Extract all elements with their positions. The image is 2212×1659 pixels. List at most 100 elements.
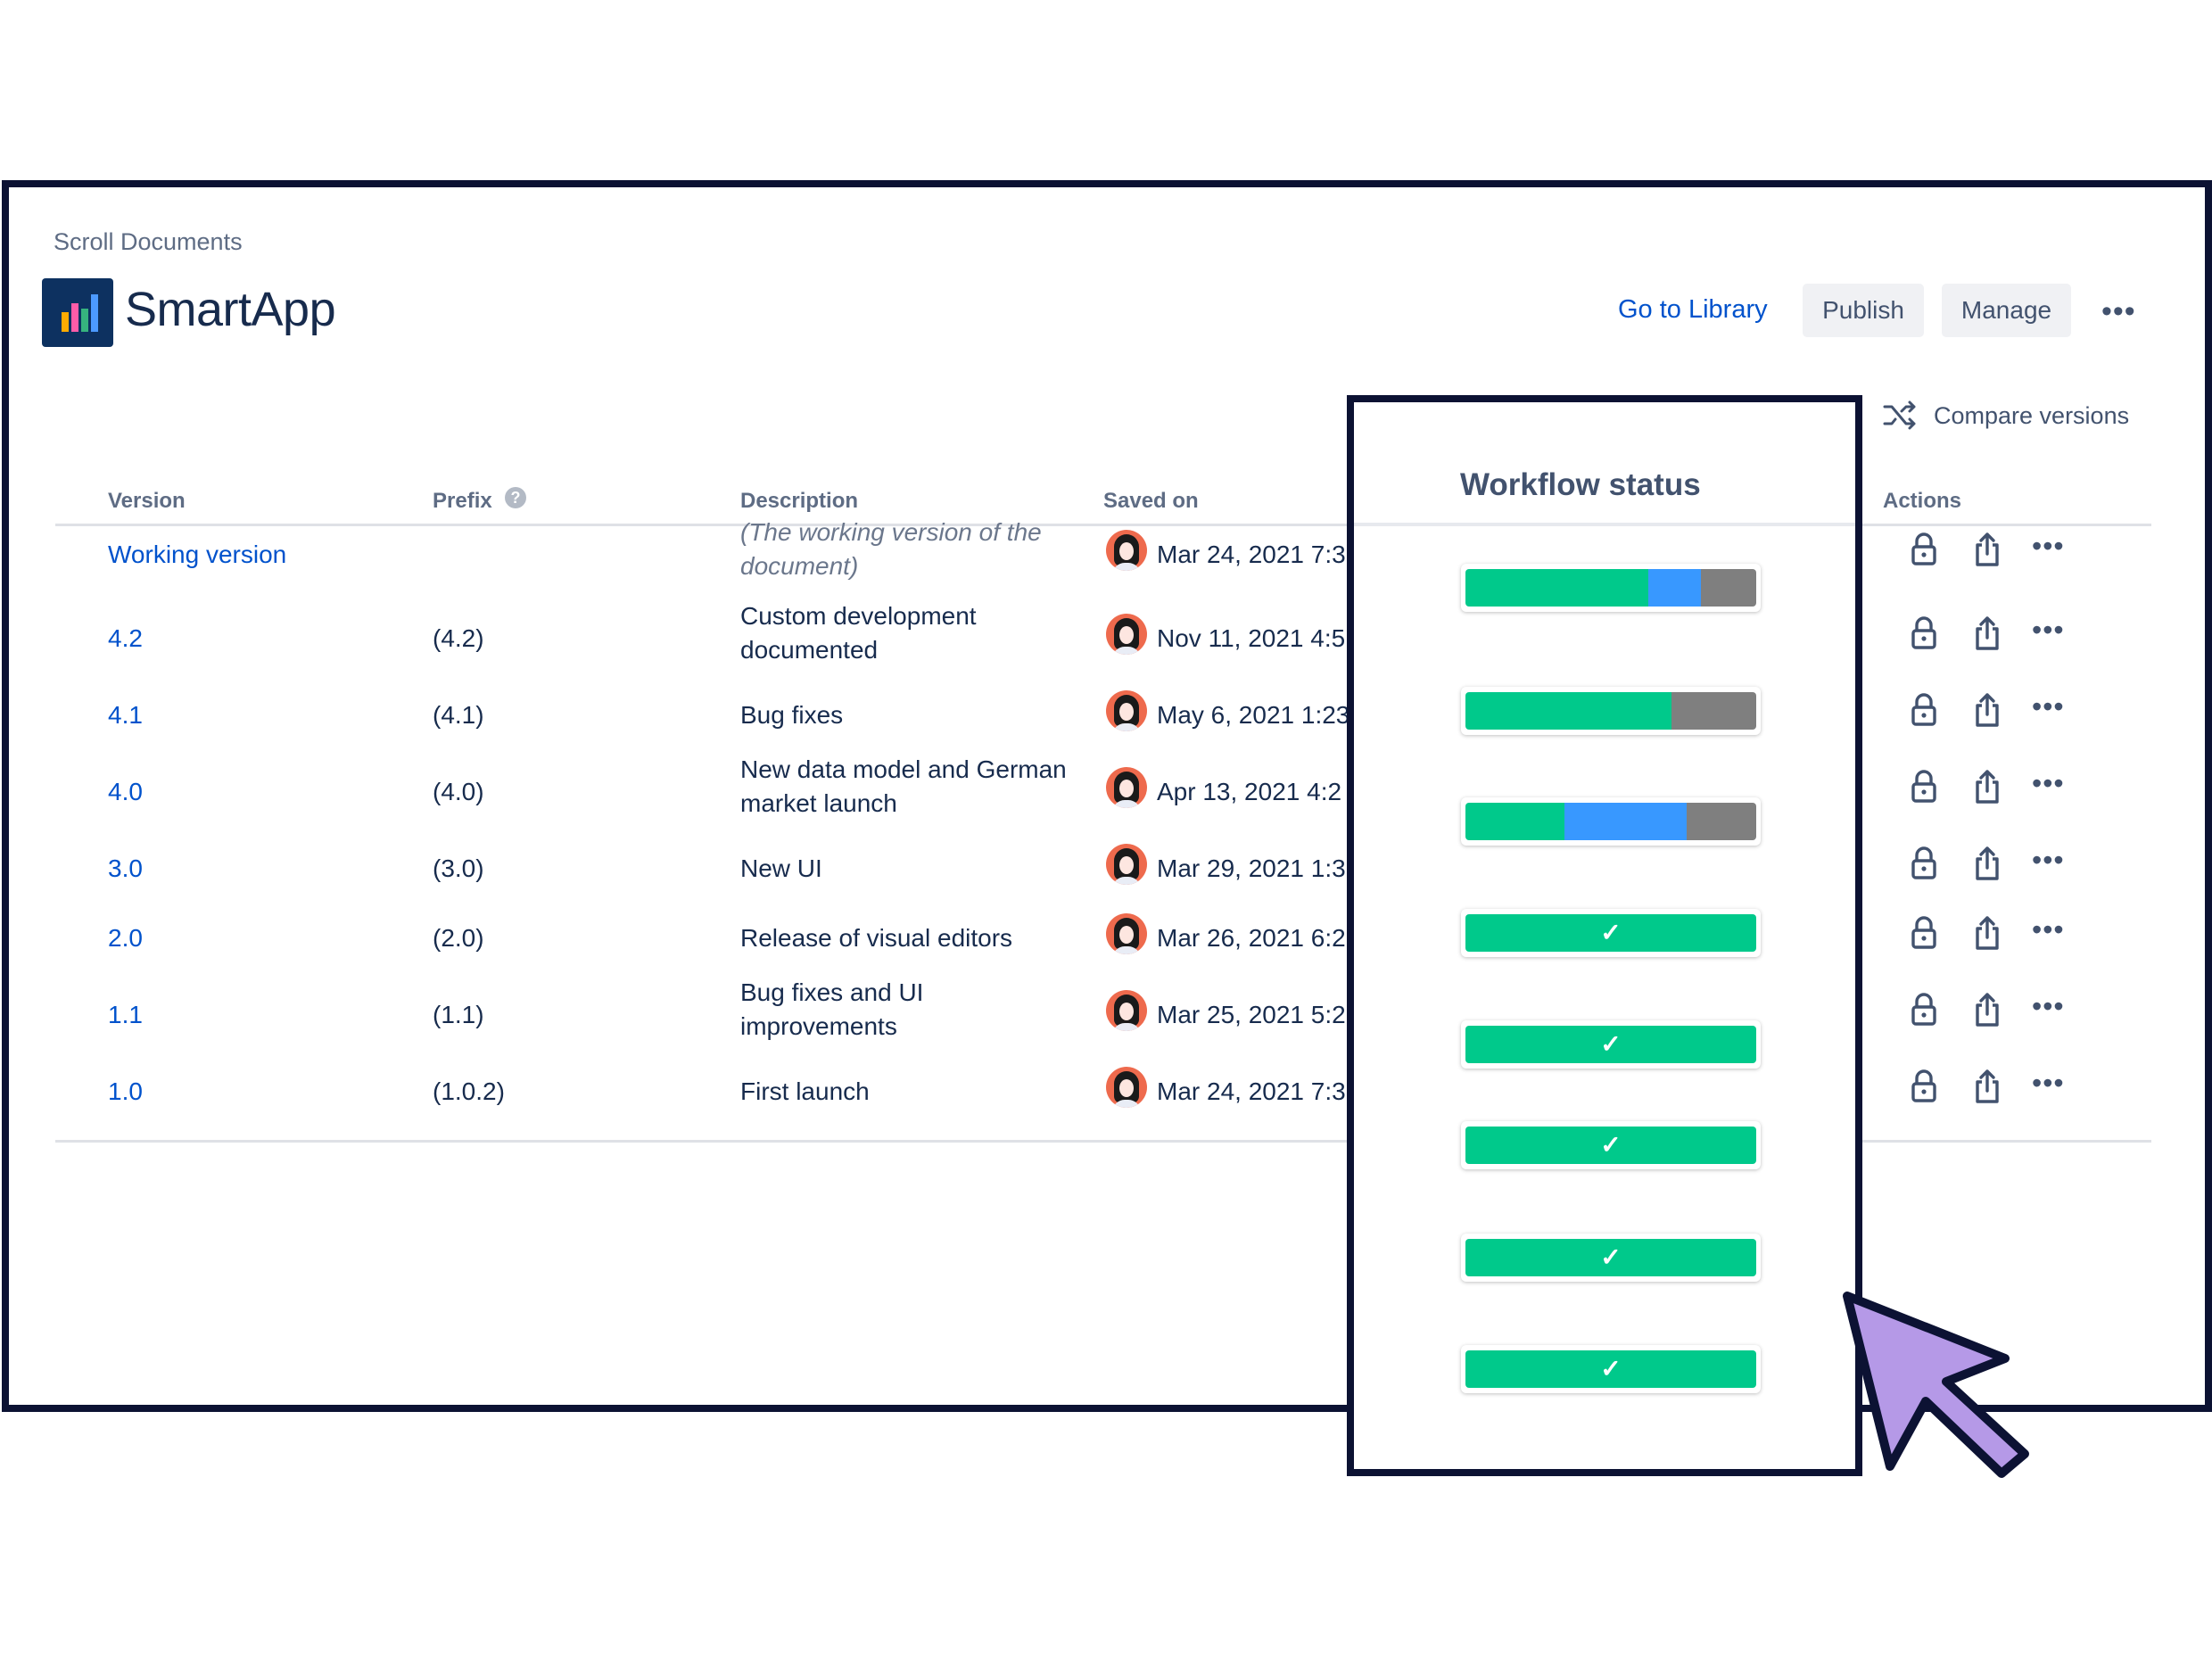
workflow-progress-bar[interactable]: [1461, 564, 1761, 612]
workflow-progress-bar[interactable]: [1461, 687, 1761, 735]
lock-icon[interactable]: [1909, 692, 1939, 728]
version-description: First launch: [740, 1077, 870, 1105]
compare-versions-button[interactable]: Compare versions: [1934, 402, 2130, 429]
share-icon[interactable]: [1972, 531, 2002, 568]
avatar: [1106, 530, 1147, 571]
lock-icon[interactable]: [1909, 846, 1939, 881]
check-icon: ✓: [1600, 1030, 1622, 1058]
lock-icon[interactable]: [1909, 992, 1939, 1028]
avatar: [1106, 690, 1147, 731]
progress-segment-done: [1465, 914, 1756, 952]
lock-icon[interactable]: [1909, 1069, 1939, 1104]
version-prefix: (1.0.2): [433, 1077, 505, 1105]
table-bottom-divider: [55, 1140, 2151, 1143]
workflow-divider: [1354, 523, 1855, 526]
version-description: Bug fixes: [740, 701, 844, 729]
avatar: [1106, 913, 1147, 954]
more-horizontal-icon[interactable]: •••: [2032, 530, 2065, 562]
version-prefix: (4.1): [433, 701, 484, 729]
version-description: Release of visual editors: [740, 924, 1013, 952]
share-icon[interactable]: [1972, 615, 2002, 652]
column-header-saved-on[interactable]: Saved on: [1103, 489, 1199, 513]
version-prefix: (4.0): [433, 778, 484, 805]
lock-icon[interactable]: [1909, 769, 1939, 805]
more-horizontal-icon[interactable]: •••: [2032, 614, 2065, 646]
share-icon[interactable]: [1972, 991, 2002, 1028]
column-header-version[interactable]: Version: [108, 489, 186, 513]
saved-on-date: Apr 13, 2021 4:2: [1157, 778, 1342, 805]
saved-on-date: May 6, 2021 1:23: [1157, 701, 1347, 729]
go-to-library-link[interactable]: Go to Library: [1618, 295, 1768, 324]
version-link[interactable]: 4.0: [108, 778, 143, 805]
version-link[interactable]: 4.2: [108, 624, 143, 652]
column-header-description[interactable]: Description: [740, 489, 859, 513]
saved-on-date: Mar 26, 2021 6:2: [1157, 924, 1346, 952]
progress-segment-done: [1465, 1127, 1756, 1164]
saved-on-date: Mar 24, 2021 7:3: [1157, 1077, 1346, 1105]
more-horizontal-icon[interactable]: •••: [2032, 690, 2065, 722]
version-prefix: (1.1): [433, 1001, 484, 1028]
progress-segment-in-progress: [1564, 803, 1687, 840]
lock-icon[interactable]: [1909, 615, 1939, 651]
manage-button[interactable]: Manage: [1942, 284, 2071, 337]
column-header-actions: Actions: [1883, 489, 1962, 513]
progress-segment-todo: [1701, 569, 1756, 607]
share-icon[interactable]: [1972, 845, 2002, 882]
more-options-icon[interactable]: •••: [2101, 294, 2136, 328]
workflow-status-title: Workflow status: [1460, 467, 1701, 502]
check-icon: ✓: [1600, 1131, 1622, 1159]
progress-segment-done: [1465, 1239, 1756, 1276]
progress-segment-todo: [1671, 692, 1756, 730]
lock-icon[interactable]: [1909, 532, 1939, 567]
table-header-divider: [55, 524, 2151, 526]
workflow-progress-bar[interactable]: ✓: [1461, 1234, 1761, 1282]
lock-icon[interactable]: [1909, 915, 1939, 951]
saved-on-date: Nov 11, 2021 4:5: [1157, 624, 1346, 652]
check-icon: ✓: [1600, 1355, 1622, 1382]
share-icon[interactable]: [1972, 768, 2002, 805]
version-prefix: (4.2): [433, 624, 484, 652]
version-prefix: (2.0): [433, 924, 484, 952]
version-link[interactable]: 4.1: [108, 701, 143, 729]
more-horizontal-icon[interactable]: •••: [2032, 1067, 2065, 1099]
workflow-progress-bar[interactable]: [1461, 797, 1761, 846]
version-link[interactable]: 1.0: [108, 1077, 143, 1105]
workflow-progress-bar[interactable]: ✓: [1461, 1020, 1761, 1069]
check-icon: ✓: [1600, 1243, 1622, 1271]
avatar: [1106, 990, 1147, 1031]
more-horizontal-icon[interactable]: •••: [2032, 990, 2065, 1022]
progress-segment-todo: [1686, 803, 1756, 840]
saved-on-date: Mar 25, 2021 5:2: [1157, 1001, 1346, 1028]
version-description: New data model and German market launch: [740, 755, 1067, 817]
version-link[interactable]: 2.0: [108, 924, 143, 952]
app-logo-icon: [42, 278, 113, 347]
column-header-prefix[interactable]: Prefix: [433, 489, 492, 513]
question-circle-icon[interactable]: ?: [505, 487, 526, 508]
version-description: New UI: [740, 854, 822, 882]
version-link[interactable]: 1.1: [108, 1001, 143, 1028]
share-icon[interactable]: [1972, 691, 2002, 729]
app-window: [2, 180, 2212, 1412]
shuffle-icon[interactable]: [1882, 400, 1918, 432]
check-icon: ✓: [1600, 919, 1622, 946]
publish-button[interactable]: Publish: [1803, 284, 1924, 337]
version-description: Bug fixes and UI improvements: [740, 978, 924, 1040]
version-description: Custom development documented: [740, 602, 977, 664]
workflow-progress-bar[interactable]: ✓: [1461, 909, 1761, 957]
progress-segment-done: [1465, 569, 1649, 607]
workflow-progress-bar[interactable]: ✓: [1461, 1121, 1761, 1169]
more-horizontal-icon[interactable]: •••: [2032, 913, 2065, 945]
more-horizontal-icon[interactable]: •••: [2032, 767, 2065, 799]
workflow-progress-bar[interactable]: ✓: [1461, 1345, 1761, 1393]
version-link[interactable]: 3.0: [108, 854, 143, 882]
progress-segment-done: [1465, 692, 1672, 730]
version-link[interactable]: Working version: [108, 541, 287, 568]
share-icon[interactable]: [1972, 1068, 2002, 1105]
share-icon[interactable]: [1972, 914, 2002, 952]
saved-on-date: Mar 29, 2021 1:3: [1157, 854, 1346, 882]
breadcrumb[interactable]: Scroll Documents: [54, 228, 243, 255]
avatar: [1106, 614, 1147, 655]
progress-segment-done: [1465, 1350, 1756, 1388]
progress-segment-done: [1465, 803, 1564, 840]
more-horizontal-icon[interactable]: •••: [2032, 844, 2065, 876]
